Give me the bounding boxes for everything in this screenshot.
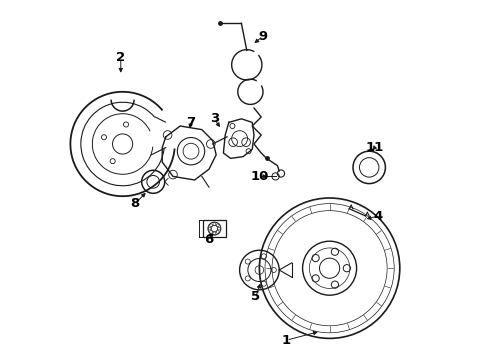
Text: 11: 11	[366, 141, 384, 154]
Text: 8: 8	[130, 197, 140, 210]
Text: 2: 2	[116, 51, 125, 64]
Text: 10: 10	[250, 170, 269, 183]
Text: 5: 5	[251, 291, 260, 303]
Text: 6: 6	[204, 233, 214, 246]
Text: 4: 4	[373, 210, 383, 222]
Text: 9: 9	[258, 30, 268, 42]
Text: 7: 7	[186, 116, 196, 129]
Text: 3: 3	[210, 112, 219, 125]
Text: 1: 1	[282, 334, 291, 347]
